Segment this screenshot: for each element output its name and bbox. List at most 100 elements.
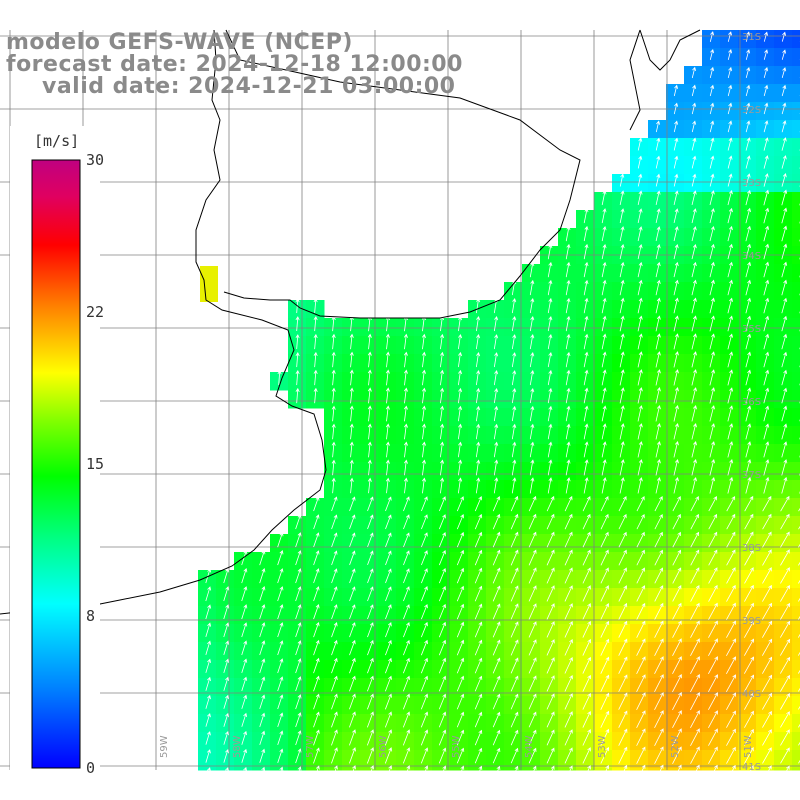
field-cell	[792, 462, 800, 481]
wind-arrow	[582, 710, 591, 728]
wind-arrow	[205, 604, 212, 620]
wind-arrow	[744, 495, 754, 512]
wind-arrow	[745, 279, 752, 296]
wind-arrow	[422, 459, 427, 476]
wind-arrow	[313, 298, 318, 314]
field-cell	[792, 102, 800, 121]
wind-arrow	[726, 495, 736, 512]
wind-arrow	[691, 297, 697, 314]
wind-arrow	[529, 441, 535, 458]
wind-arrow	[528, 495, 537, 512]
wind-arrow	[313, 333, 318, 350]
wind-arrow	[331, 405, 336, 422]
wind-arrow	[673, 84, 679, 97]
wind-arrow	[763, 459, 770, 476]
wind-arrow	[709, 31, 715, 42]
wind-arrow	[636, 531, 645, 548]
wind-arrow	[727, 243, 733, 260]
wind-arrow	[438, 532, 446, 548]
wind-arrow	[474, 675, 483, 692]
wind-arrow	[205, 622, 212, 638]
wind-arrow	[583, 459, 589, 476]
wind-arrow	[619, 297, 625, 314]
wind-arrow	[762, 656, 773, 674]
wind-arrow	[547, 477, 553, 494]
wind-arrow	[709, 173, 715, 187]
wind-arrow	[601, 333, 607, 350]
wind-arrow	[510, 747, 519, 764]
field-cell	[792, 174, 800, 193]
wind-arrow	[475, 316, 481, 332]
wind-arrow	[672, 496, 681, 512]
wind-arrow	[421, 586, 428, 602]
wind-arrow	[493, 370, 499, 386]
wind-arrow	[366, 729, 375, 746]
wind-arrow	[385, 459, 390, 476]
wind-arrow	[402, 747, 411, 764]
wind-arrow	[762, 692, 772, 710]
wind-arrow	[331, 496, 338, 512]
wind-arrow	[618, 531, 627, 548]
wind-arrow	[690, 674, 700, 693]
wind-arrow	[403, 315, 408, 332]
wind-arrow	[763, 102, 769, 115]
wind-arrow	[403, 550, 410, 566]
wind-arrow	[313, 693, 320, 710]
wind-arrow	[547, 261, 553, 278]
wind-arrow	[673, 226, 679, 242]
wind-arrow	[565, 477, 571, 494]
wind-arrow	[745, 207, 751, 224]
field-cell	[792, 390, 800, 409]
wind-arrow	[727, 155, 733, 169]
wind-arrow	[780, 729, 790, 746]
wind-arrow	[458, 405, 463, 422]
wind-arrow	[763, 423, 770, 440]
wind-arrow	[440, 441, 445, 458]
wind-arrow	[565, 441, 571, 458]
wind-arrow	[583, 279, 589, 296]
wind-arrow	[709, 315, 715, 332]
wind-arrow	[223, 676, 230, 691]
wind-arrow	[456, 675, 465, 692]
wind-arrow	[619, 459, 625, 476]
wind-arrow	[259, 640, 266, 656]
wind-arrow	[709, 405, 716, 422]
wind-arrow	[367, 459, 372, 476]
wind-arrow	[349, 441, 354, 458]
wind-arrow	[781, 459, 788, 476]
wind-arrow	[367, 622, 374, 638]
field-cell	[648, 768, 667, 771]
wind-arrow	[709, 441, 716, 458]
colorbar-tick-30: 30	[86, 151, 105, 169]
wind-arrow	[546, 765, 555, 782]
wind-arrow	[295, 748, 302, 764]
wind-arrow	[601, 243, 607, 260]
wind-arrow	[475, 387, 481, 404]
longitude-label: 59W	[159, 735, 170, 758]
wind-arrow	[475, 459, 481, 476]
wind-arrow	[510, 711, 519, 728]
wind-arrow	[367, 639, 374, 656]
wind-arrow	[403, 423, 408, 440]
wind-arrow	[241, 604, 248, 620]
wind-arrow	[440, 477, 445, 494]
wind-arrow	[241, 694, 248, 709]
field-cell	[792, 696, 800, 715]
wind-arrow	[313, 496, 320, 512]
wind-arrow	[708, 513, 718, 530]
wind-arrow	[672, 513, 681, 530]
wind-arrow	[726, 764, 736, 782]
wind-arrow	[600, 620, 610, 638]
wind-arrow	[440, 405, 445, 422]
wind-arrow	[781, 207, 788, 224]
wind-arrow	[726, 549, 736, 566]
wind-arrow	[564, 656, 573, 674]
wind-arrow	[636, 710, 646, 728]
latitude-label: 31S	[742, 32, 761, 43]
field-cell	[792, 84, 800, 103]
wind-arrow	[672, 567, 682, 584]
field-cell	[792, 732, 800, 751]
field-cell	[792, 426, 800, 445]
wind-arrow	[745, 297, 752, 314]
field-cell	[504, 768, 523, 771]
